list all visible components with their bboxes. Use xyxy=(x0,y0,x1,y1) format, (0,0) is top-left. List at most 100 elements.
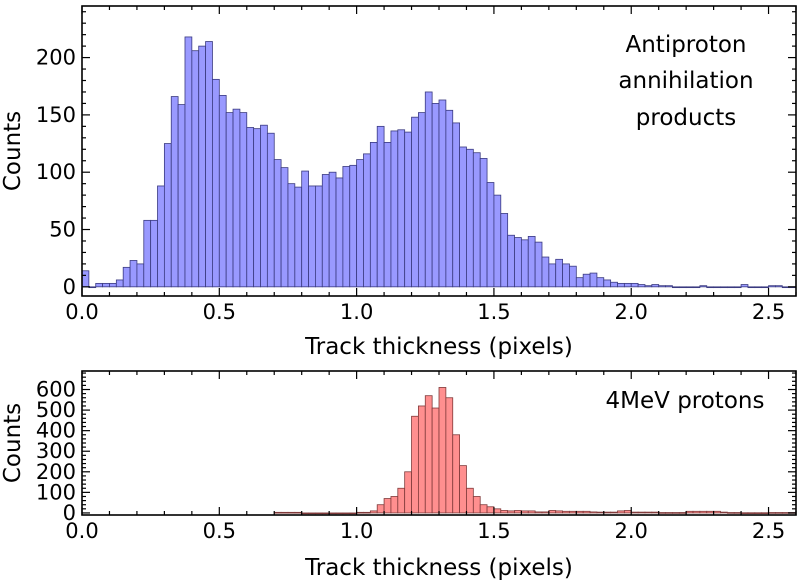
histogram-bar xyxy=(280,511,289,514)
histogram-bar xyxy=(603,279,612,288)
histogram-bar xyxy=(706,286,715,289)
histogram-bar xyxy=(466,487,474,514)
x-tick-label: 1.0 xyxy=(340,300,373,324)
x-tick-label: 1.5 xyxy=(477,300,510,324)
y-tick-label: 600 xyxy=(36,378,76,402)
histogram-bar xyxy=(308,512,316,515)
histogram-bar xyxy=(253,128,261,288)
x-tick-label: 2.0 xyxy=(615,300,648,324)
histogram-bar xyxy=(623,282,632,288)
histogram-bar xyxy=(363,511,371,514)
antiproton-bars xyxy=(81,36,797,289)
proton-y-axis-title: Counts xyxy=(0,403,26,483)
histogram-bar xyxy=(328,512,337,515)
histogram-bar xyxy=(692,510,701,514)
histogram-bar xyxy=(486,182,495,288)
proton-x-axis-title: Track thickness (pixels) xyxy=(304,555,573,581)
histogram-bar xyxy=(644,285,653,288)
x-tick-label: 0.5 xyxy=(203,519,236,543)
y-tick-label: 50 xyxy=(49,218,76,242)
histogram-bar xyxy=(692,286,701,289)
histogram-bar xyxy=(706,510,715,514)
histogram-bar xyxy=(548,510,557,514)
histogram-bar xyxy=(404,131,412,288)
histogram-bar xyxy=(644,511,653,514)
histogram-bar xyxy=(658,512,666,514)
histogram-bar xyxy=(301,512,309,515)
histogram-bar xyxy=(342,512,351,515)
x-tick-label: 0.0 xyxy=(65,519,98,543)
histogram-bar xyxy=(383,498,392,514)
histogram-bar xyxy=(363,153,371,288)
histogram-bar xyxy=(122,266,131,288)
histogram-bar xyxy=(369,510,378,514)
histogram-bar xyxy=(747,286,756,289)
histogram-bar xyxy=(411,415,419,514)
antiproton-plot-frame xyxy=(81,5,797,297)
histogram-bar xyxy=(726,512,735,514)
histogram-bar xyxy=(431,103,440,288)
histogram-bar xyxy=(541,256,550,288)
histogram-bar xyxy=(589,272,598,288)
histogram-bar xyxy=(768,512,776,514)
y-tick-label: 100 xyxy=(36,480,76,504)
histogram-bar xyxy=(445,109,454,288)
x-tick-label: 2.0 xyxy=(615,519,648,543)
histogram-bar xyxy=(754,286,763,289)
histogram-bar xyxy=(239,112,248,288)
y-tick-label: 200 xyxy=(36,460,76,484)
y-tick-label: 200 xyxy=(36,46,76,70)
histogram-bar xyxy=(356,511,364,514)
histogram-bar xyxy=(493,508,502,514)
histogram-bar xyxy=(260,124,268,288)
histogram-bar xyxy=(685,286,694,289)
histogram-bar xyxy=(424,395,433,514)
histogram-bar xyxy=(177,104,186,288)
x-tick-label: 0.5 xyxy=(203,300,236,324)
histogram-bar xyxy=(713,510,721,514)
histogram-bar xyxy=(335,177,344,288)
histogram-bar xyxy=(397,129,406,288)
histogram-bar xyxy=(520,239,529,288)
histogram-bar xyxy=(170,96,179,288)
histogram-bar xyxy=(273,511,282,514)
histogram-bar xyxy=(136,263,145,288)
antiproton-y-ticks: 0 50 100 150 200 xyxy=(36,11,796,299)
histogram-bar xyxy=(308,185,316,288)
histogram-bar xyxy=(212,78,220,288)
antiproton-histogram-panel: 0.0 0.5 1.0 1.5 2.0 2.5 0 50 100 150 200 Track th… xyxy=(0,5,797,360)
histogram-bar xyxy=(294,186,303,288)
histogram-bar xyxy=(184,36,193,288)
y-tick-label: 300 xyxy=(36,439,76,463)
histogram-bar xyxy=(438,387,447,514)
histogram-bar xyxy=(232,108,241,288)
histogram-bar xyxy=(383,141,392,288)
histogram-bar xyxy=(129,260,138,288)
histogram-bar xyxy=(459,465,467,514)
histogram-bar xyxy=(596,511,605,514)
x-tick-label: 1.0 xyxy=(340,519,373,543)
histogram-bar xyxy=(287,183,296,288)
histogram-bar xyxy=(452,122,461,288)
histogram-bar xyxy=(369,141,378,288)
histogram-bar xyxy=(95,282,104,288)
y-tick-label: 400 xyxy=(36,419,76,443)
histogram-bar xyxy=(466,148,474,288)
histogram-bar xyxy=(534,241,543,288)
histogram-bar xyxy=(301,170,309,288)
histogram-bar xyxy=(596,277,605,288)
y-tick-label: 0 xyxy=(63,501,76,525)
annotation-line-2: annihilation xyxy=(618,68,753,94)
antiproton-annotation: Antiproton annihilation products xyxy=(618,32,753,131)
histogram-bar xyxy=(349,164,358,288)
histogram-bar xyxy=(733,286,742,289)
histogram-bar xyxy=(514,237,522,288)
histogram-bar xyxy=(438,99,447,288)
histogram-bar xyxy=(761,512,769,514)
histogram-bar xyxy=(315,512,323,515)
histogram-bar xyxy=(651,284,660,288)
histogram-bar xyxy=(404,471,412,514)
histogram-bar xyxy=(349,512,358,515)
